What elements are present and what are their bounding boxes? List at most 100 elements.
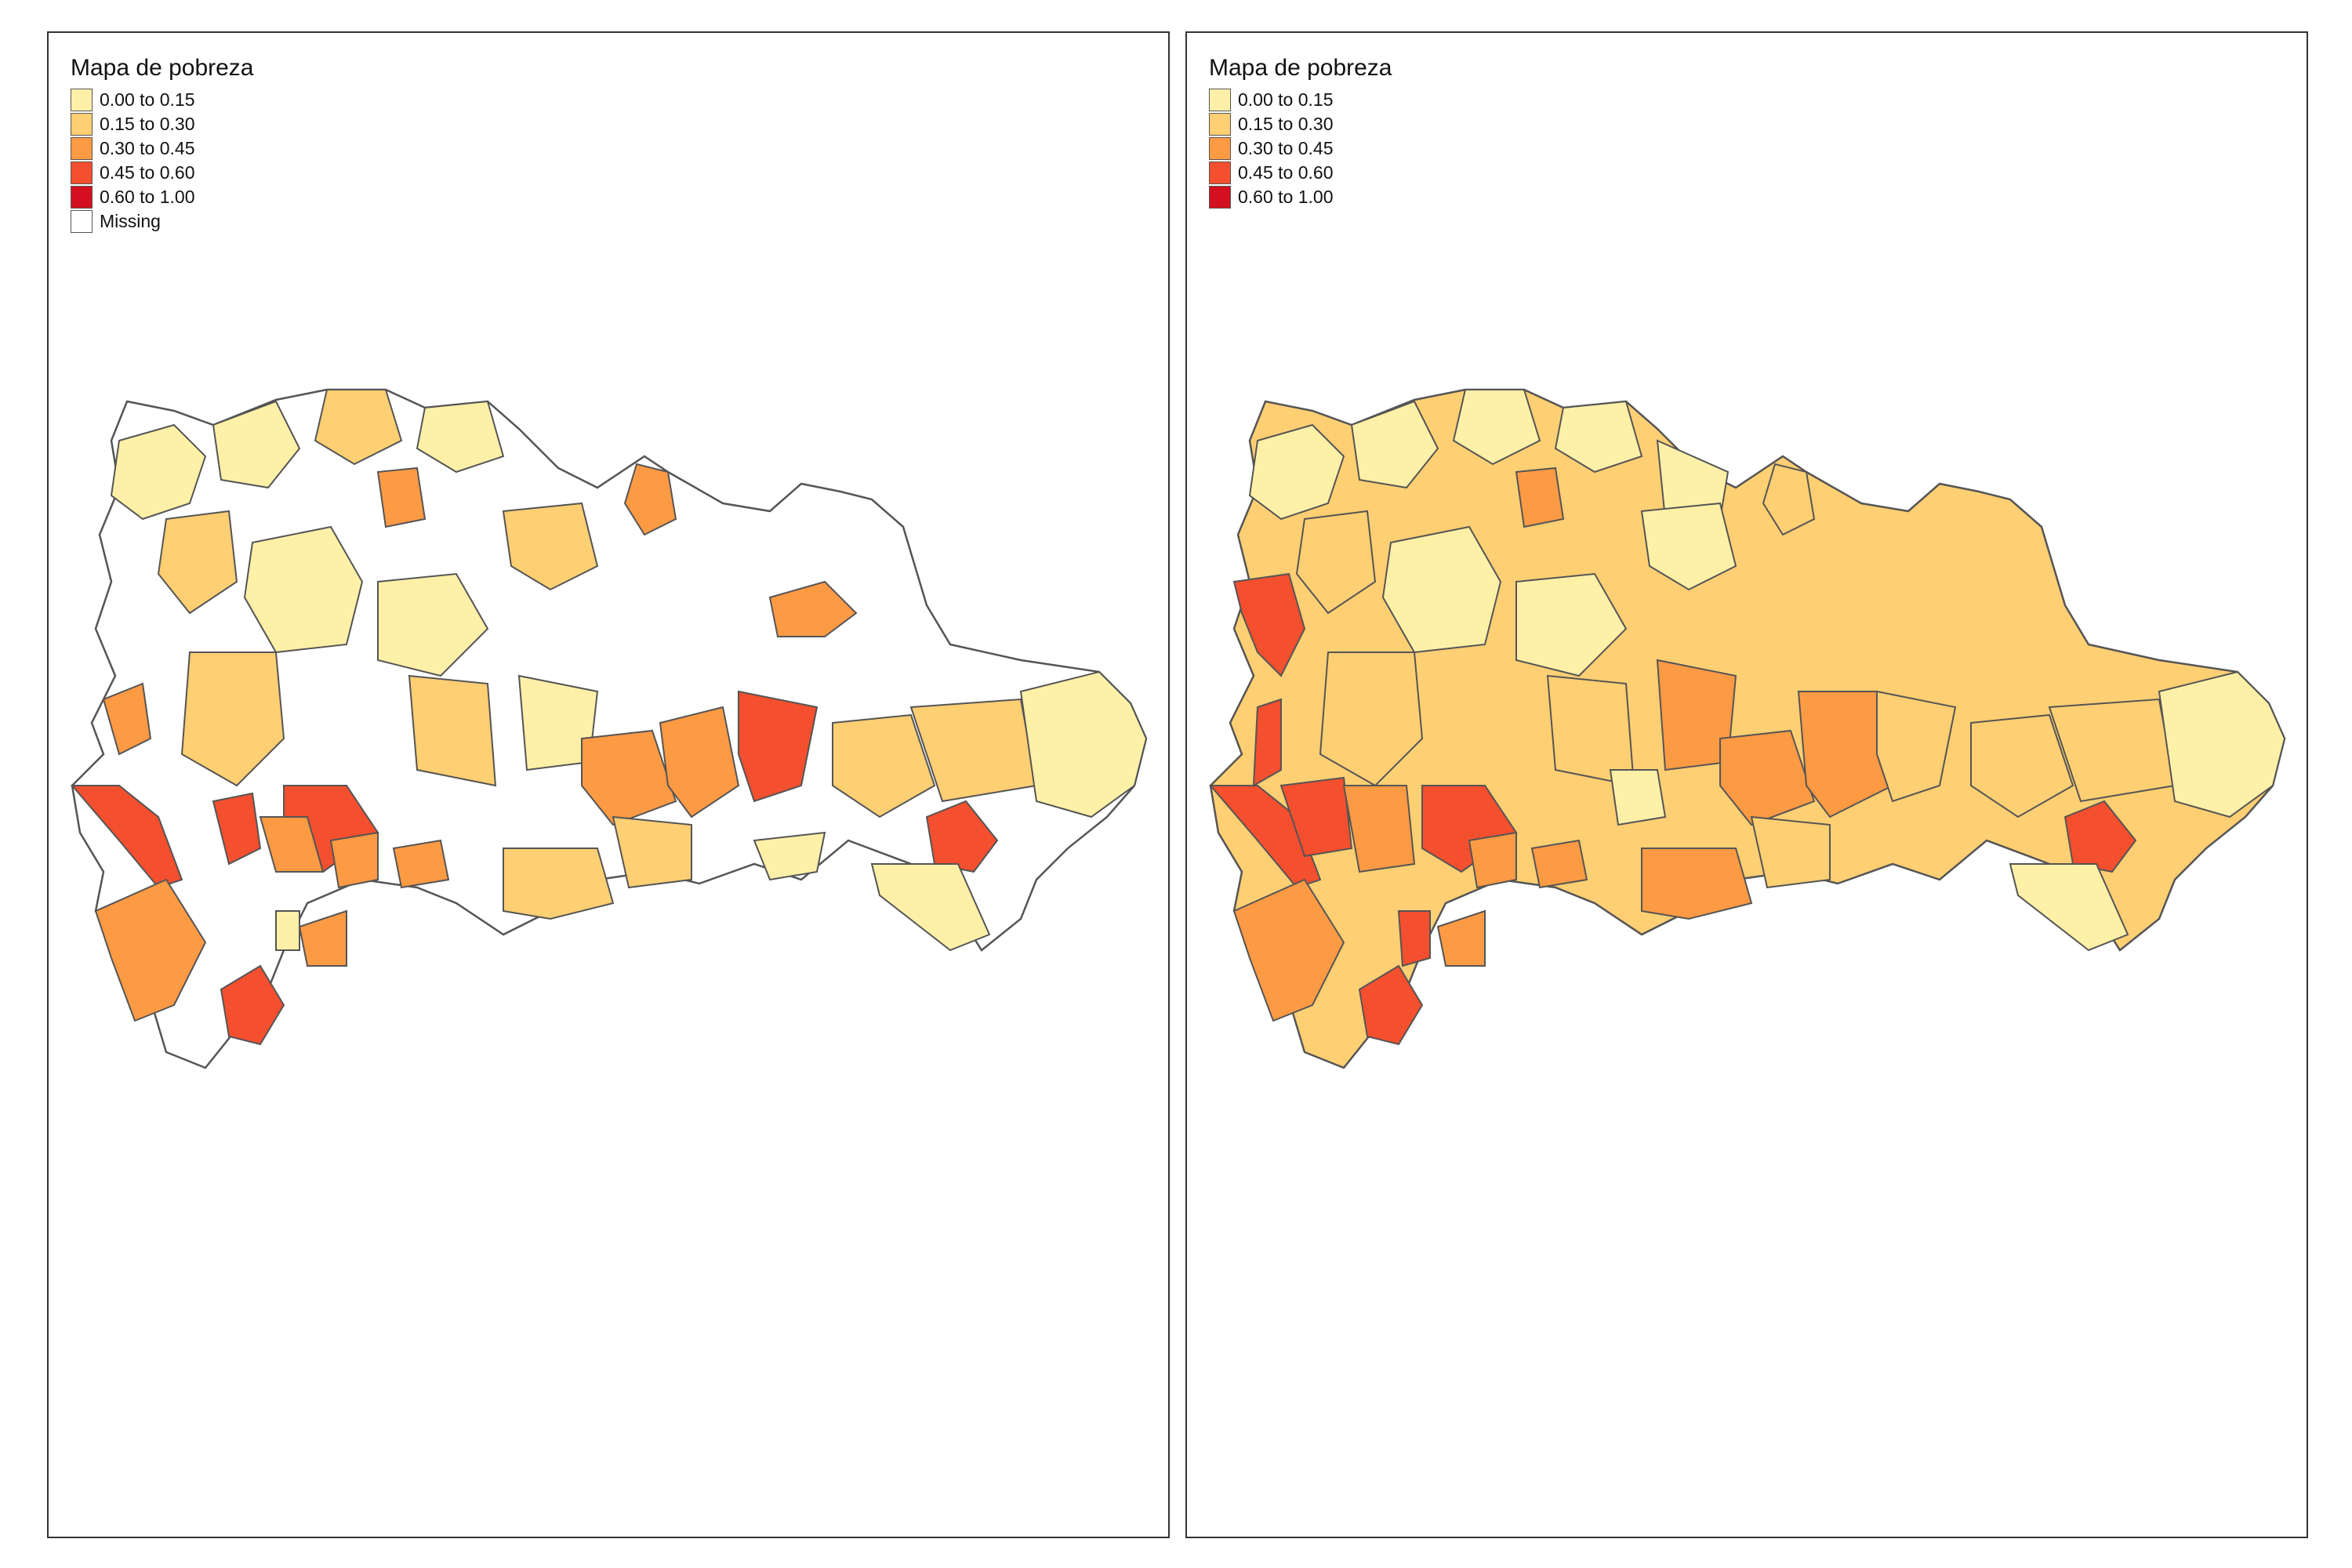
region-center-2 bbox=[1295, 510, 1377, 615]
region-polygons bbox=[70, 389, 1148, 1046]
region-west-red-1 bbox=[1252, 698, 1282, 787]
legend-label: 0.15 to 0.30 bbox=[100, 114, 195, 134]
region-mid-3 bbox=[581, 729, 677, 826]
region-la-romana bbox=[2063, 800, 2137, 873]
region-mid-4 bbox=[1797, 691, 1894, 818]
legend-swatch bbox=[71, 137, 93, 160]
region-sw-3 bbox=[392, 839, 450, 889]
region-north-3 bbox=[416, 400, 505, 474]
region-samana bbox=[623, 463, 677, 536]
legend-swatch bbox=[1209, 137, 1231, 160]
region-center-3 bbox=[377, 572, 489, 677]
region-east-1 bbox=[1970, 713, 2074, 818]
legend-swatch bbox=[71, 162, 93, 184]
region-sw-red-coast bbox=[70, 785, 183, 889]
region-sw-red-coast bbox=[1208, 785, 1322, 889]
region-center-1 bbox=[243, 525, 364, 654]
region-northwest bbox=[1248, 423, 1345, 521]
legend-swatch bbox=[1209, 186, 1231, 209]
region-south-2 bbox=[1750, 815, 1831, 889]
region-sw-1 bbox=[1342, 785, 1416, 873]
region-center-1 bbox=[1381, 525, 1502, 654]
legend-item: 0.30 to 0.45 bbox=[71, 136, 254, 161]
region-north-4 bbox=[1515, 466, 1565, 528]
region-west-1 bbox=[1319, 652, 1424, 787]
region-sw-red-1 bbox=[1279, 776, 1353, 858]
legend-swatch bbox=[1209, 113, 1231, 136]
region-southeast bbox=[870, 863, 991, 952]
region-mid-3 bbox=[1719, 729, 1816, 826]
choropleth-map-right bbox=[1208, 388, 2286, 1069]
region-south-3 bbox=[753, 831, 826, 881]
legend-label: 0.45 to 0.60 bbox=[100, 162, 195, 183]
legend-swatch bbox=[71, 186, 93, 209]
legend-label: 0.45 to 0.60 bbox=[1238, 162, 1334, 183]
region-north-1 bbox=[1350, 400, 1439, 489]
region-south-1 bbox=[503, 848, 615, 920]
region-mid-4 bbox=[659, 706, 740, 818]
legend-item: 0.60 to 1.00 bbox=[71, 185, 254, 209]
legend-item: 0.30 to 0.45 bbox=[1209, 136, 1392, 161]
choropleth-map-left bbox=[70, 388, 1148, 1069]
legend-label: 0.30 to 0.45 bbox=[100, 138, 195, 158]
region-center-2 bbox=[157, 510, 238, 615]
region-east-spur bbox=[768, 580, 858, 637]
legend-item: Missing bbox=[71, 209, 254, 234]
legend-swatch bbox=[1209, 89, 1231, 111]
legend-swatch bbox=[71, 113, 93, 136]
legend: Mapa de pobreza 0.00 to 0.15 0.15 to 0.3… bbox=[1209, 55, 1392, 209]
legend-item: 0.00 to 0.15 bbox=[1209, 88, 1392, 112]
region-south-pale bbox=[275, 910, 300, 951]
region-southeast bbox=[2009, 863, 2129, 952]
region-north-2 bbox=[314, 389, 403, 466]
legend-swatch bbox=[1209, 162, 1231, 184]
region-mid-1 bbox=[408, 674, 497, 787]
legend-item: 0.60 to 1.00 bbox=[1209, 185, 1392, 209]
region-hato-mayor bbox=[1876, 690, 1957, 803]
region-sw-3 bbox=[1530, 839, 1588, 889]
region-pedernales bbox=[1232, 878, 1345, 1022]
region-sw-red-1 bbox=[212, 792, 262, 866]
legend-item: 0.00 to 0.15 bbox=[71, 88, 254, 112]
region-south-small bbox=[298, 909, 347, 967]
region-east-1 bbox=[832, 713, 936, 818]
region-center-4 bbox=[502, 502, 599, 591]
region-samana bbox=[1762, 463, 1816, 536]
legend-label: Missing bbox=[100, 211, 161, 231]
legend-label: 0.15 to 0.30 bbox=[1238, 114, 1334, 134]
region-south-small bbox=[1436, 909, 1486, 967]
legend-title: Mapa de pobreza bbox=[71, 55, 254, 81]
region-barahona bbox=[220, 964, 285, 1046]
region-pedernales bbox=[94, 878, 207, 1022]
region-south-red bbox=[1397, 910, 1431, 967]
legend-label: 0.30 to 0.45 bbox=[1238, 138, 1334, 158]
legend-label: 0.60 to 1.00 bbox=[100, 187, 195, 207]
map-panel-right: Mapa de pobreza 0.00 to 0.15 0.15 to 0.3… bbox=[1185, 31, 2308, 1538]
region-sw-2 bbox=[329, 831, 379, 889]
region-north-3 bbox=[1554, 400, 1643, 474]
region-center-pale bbox=[1609, 769, 1667, 826]
region-east-tip bbox=[1019, 670, 1148, 818]
legend-label: 0.00 to 0.15 bbox=[1238, 89, 1334, 110]
legend-title: Mapa de pobreza bbox=[1209, 55, 1392, 81]
region-north-1 bbox=[212, 400, 301, 489]
region-west-coast bbox=[102, 682, 152, 756]
map-panel-left: Mapa de pobreza 0.00 to 0.15 0.15 to 0.3… bbox=[47, 31, 1170, 1538]
region-northwest bbox=[110, 423, 207, 521]
region-barahona bbox=[1358, 964, 1424, 1046]
legend: Mapa de pobreza 0.00 to 0.15 0.15 to 0.3… bbox=[71, 55, 254, 234]
region-sw-1 bbox=[259, 816, 325, 873]
region-sw-2 bbox=[1468, 831, 1517, 889]
legend-item: 0.45 to 0.60 bbox=[71, 161, 254, 185]
region-north-2 bbox=[1452, 389, 1541, 466]
legend-label: 0.60 to 1.00 bbox=[1238, 187, 1334, 207]
legend-label: 0.00 to 0.15 bbox=[100, 89, 195, 110]
legend-swatch bbox=[71, 210, 93, 233]
region-south-1 bbox=[1641, 848, 1753, 920]
region-polygons bbox=[1208, 389, 2286, 1046]
legend-item: 0.15 to 0.30 bbox=[1209, 112, 1392, 136]
region-west-1 bbox=[180, 652, 285, 787]
region-center-3 bbox=[1515, 572, 1628, 677]
region-center-4 bbox=[1640, 502, 1737, 591]
region-hato-mayor bbox=[738, 690, 818, 803]
